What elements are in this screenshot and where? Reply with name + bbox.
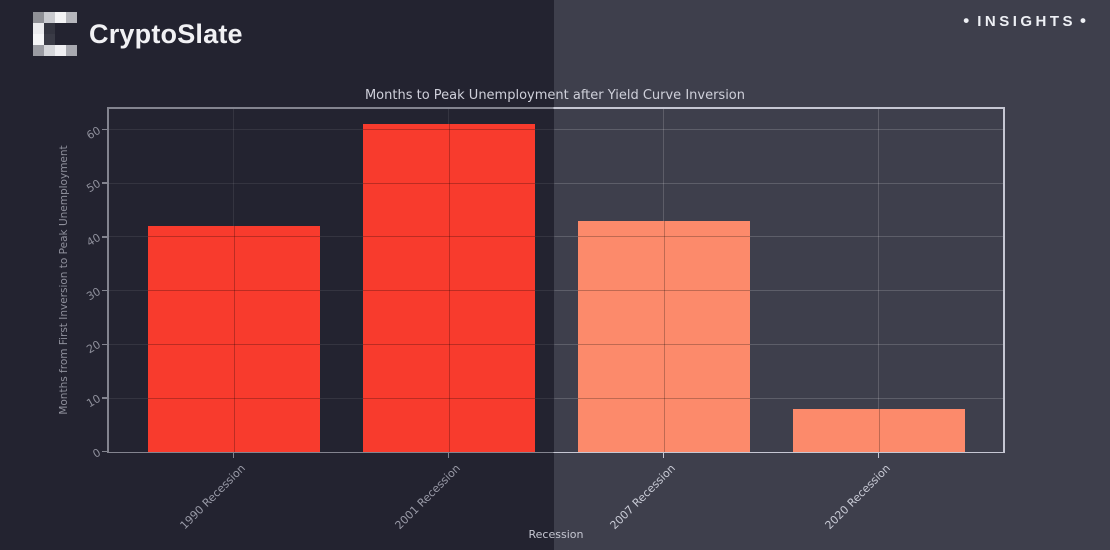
y-tick-mark [102,397,107,399]
plot-area [108,108,1003,452]
x-tick-mark [662,453,665,459]
x-axis-label: Recession [528,528,584,541]
gridline-over-bar [362,236,535,238]
gridline-over-bar [147,343,320,345]
y-tick-mark [102,182,107,184]
bar [577,220,750,452]
x-tick-mark [447,453,450,459]
x-tick-mark [232,453,235,459]
bullet-icon: • [963,11,970,30]
gridline [108,290,1003,292]
gridline [108,129,1003,130]
brand-title: CryptoSlate [89,18,243,49]
gridline [108,236,1003,238]
gridline-over-bar [362,343,535,345]
y-axis-label: Months from First Inversion to Peak Unem… [58,145,70,415]
gridline-over-bar [577,290,750,292]
axis-spine-top [107,107,1004,109]
gridline-over-bar [147,290,320,292]
gridline-over-bar [577,397,750,399]
y-tick-mark [102,450,107,453]
insights-label: INSIGHTS [977,12,1077,30]
gridline-over-bar [147,397,320,399]
y-tick-mark [102,289,107,292]
bullet-icon: • [1080,11,1086,30]
gridline [108,397,1003,399]
bar [362,124,535,452]
chart-title: Months to Peak Unemployment after Yield … [364,88,746,103]
cryptoslate-logo-link[interactable]: CryptoSlate [33,10,243,58]
gridline-over-bar [448,124,450,452]
gridline-over-bar [577,343,750,345]
gridline-over-bar [878,408,880,452]
axis-spine-right [1003,107,1005,453]
gridline-over-bar [362,129,535,130]
y-tick-mark [102,128,107,131]
bar [147,226,320,452]
header: CryptoSlate • INSIGHTS • [0,0,1110,70]
y-tick-mark [102,236,107,238]
gridline-over-bar [362,182,535,184]
gridline-over-bar [233,226,235,452]
gridline-over-bar [147,236,320,238]
gridline [108,343,1003,345]
y-tick-mark [102,343,107,345]
gridline [108,182,1003,184]
x-tick-mark [877,453,880,459]
axis-spine-left [107,107,109,453]
gridline-over-bar [362,290,535,292]
gridline-over-bar [362,397,535,399]
gridline-over-bar [577,236,750,238]
gridline [878,108,879,452]
cryptoslate-logo-icon [33,12,77,56]
insights-badge[interactable]: • INSIGHTS • [963,11,1086,31]
axis-spine-bottom [107,451,1004,454]
bar [792,408,965,452]
gridline-over-bar [663,220,665,452]
